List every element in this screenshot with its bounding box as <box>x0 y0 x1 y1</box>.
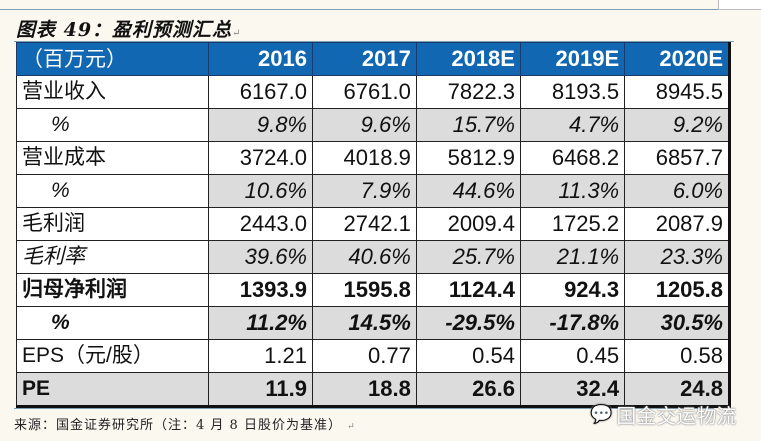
cell: 1393.9 <box>208 273 313 307</box>
header-2020e: 2020E <box>624 42 730 76</box>
cell: 0.45 <box>519 339 626 373</box>
cell: 26.6 <box>415 372 521 408</box>
cell: 9.2% <box>624 108 730 142</box>
cell: 44.6% <box>415 174 521 208</box>
cell: 30.5% <box>624 306 730 340</box>
cell: 6167.0 <box>208 75 313 109</box>
cell: 7822.3 <box>415 75 521 109</box>
table-row-pe: PE 11.9 18.8 26.6 32.4 24.8 <box>15 372 730 408</box>
cell: 1.21 <box>208 339 313 373</box>
header-2019e: 2019E <box>519 42 626 76</box>
cell: 2087.9 <box>624 207 730 241</box>
cell: 0.54 <box>415 339 521 373</box>
paragraph-mark-icon: ↵ <box>347 422 356 432</box>
figure-title: 图表 49：盈利预测汇总↵ <box>16 15 241 42</box>
cell: 11.9 <box>208 372 313 408</box>
cell: 2009.4 <box>415 207 521 241</box>
table-row-gross-margin: 毛利率 39.6% 40.6% 25.7% 21.1% 23.3% <box>15 240 730 274</box>
header-2017: 2017 <box>312 42 417 76</box>
table-row-net-profit-growth: % 11.2% 14.5% -29.5% -17.8% 30.5% <box>15 306 730 340</box>
source-note: 来源：国金证券研究所（注：4 月 8 日股价为基准） ↵ <box>14 414 356 433</box>
cell: 6857.7 <box>624 141 730 175</box>
cell: 39.6% <box>208 240 313 274</box>
cell: 21.1% <box>519 240 626 274</box>
table-row-gross-profit: 毛利润 2443.0 2742.1 2009.4 1725.2 2087.9 <box>15 207 730 241</box>
cell: 0.58 <box>624 339 730 373</box>
watermark: 💬 国金交运物流 <box>590 400 736 429</box>
cell: 8193.5 <box>519 75 626 109</box>
cell: 2443.0 <box>208 207 313 241</box>
cell: 32.4 <box>519 372 626 408</box>
cell: 4.7% <box>519 108 626 142</box>
cell: 1595.8 <box>312 273 417 307</box>
cell: 11.2% <box>208 306 313 340</box>
table-row-net-profit: 归母净利润 1393.9 1595.8 1124.4 924.3 1205.8 <box>15 273 730 307</box>
table-row-revenue-growth: % 9.8% 9.6% 15.7% 4.7% 9.2% <box>15 108 730 142</box>
cell: 924.3 <box>519 273 626 307</box>
paragraph-mark-icon: ↵ <box>232 28 242 39</box>
cell: 0.77 <box>312 339 417 373</box>
cell: 23.3% <box>624 240 730 274</box>
row-label: 营业成本 <box>15 141 210 175</box>
header-unit: （百万元） <box>15 42 210 76</box>
row-label: 归母净利润 <box>15 273 210 307</box>
top-rule <box>0 9 720 10</box>
cell: 15.7% <box>415 108 521 142</box>
row-label: 毛利润 <box>15 207 210 241</box>
cell: 40.6% <box>312 240 417 274</box>
cell: 1124.4 <box>415 273 521 307</box>
profit-forecast-table: （百万元） 2016 2017 2018E 2019E 2020E 营业收入 6… <box>15 42 731 408</box>
cell: 18.8 <box>312 372 417 408</box>
cell: 6.0% <box>624 174 730 208</box>
cell: -29.5% <box>415 306 521 340</box>
footer-rule <box>14 408 714 409</box>
row-label: 营业收入 <box>15 75 210 109</box>
row-label: 毛利率 <box>15 240 210 274</box>
row-label: PE <box>15 372 210 408</box>
table-header-row: （百万元） 2016 2017 2018E 2019E 2020E <box>15 42 730 76</box>
cell: 10.6% <box>208 174 313 208</box>
cell: 5812.9 <box>415 141 521 175</box>
title-rule <box>14 41 734 42</box>
cell: 11.3% <box>519 174 626 208</box>
cell: 9.6% <box>312 108 417 142</box>
cell: 9.8% <box>208 108 313 142</box>
table-row-eps: EPS（元/股） 1.21 0.77 0.54 0.45 0.58 <box>15 339 730 373</box>
cell: 1725.2 <box>519 207 626 241</box>
table-row-cost: 营业成本 3724.0 4018.9 5812.9 6468.2 6857.7 <box>15 141 730 175</box>
row-label: % <box>15 108 210 142</box>
header-2016: 2016 <box>208 42 313 76</box>
cell: 3724.0 <box>208 141 313 175</box>
cell: 6761.0 <box>312 75 417 109</box>
table-row-cost-growth: % 10.6% 7.9% 44.6% 11.3% 6.0% <box>15 174 730 208</box>
top-corner-box <box>718 0 761 10</box>
cell: 7.9% <box>312 174 417 208</box>
table-row-revenue: 营业收入 6167.0 6761.0 7822.3 8193.5 8945.5 <box>15 75 730 109</box>
cell: 4018.9 <box>312 141 417 175</box>
cell: 2742.1 <box>312 207 417 241</box>
row-label: % <box>15 174 210 208</box>
header-2018e: 2018E <box>415 42 521 76</box>
row-label: % <box>15 306 210 340</box>
row-label: EPS（元/股） <box>15 339 210 373</box>
cell: 24.8 <box>624 372 730 408</box>
cell: 25.7% <box>415 240 521 274</box>
cell: 8945.5 <box>624 75 730 109</box>
wechat-icon: 💬 <box>590 404 613 425</box>
cell: 6468.2 <box>519 141 626 175</box>
figure-title-text: 图表 49：盈利预测汇总 <box>16 19 233 41</box>
source-note-text: 来源：国金证券研究所（注：4 月 8 日股价为基准） <box>14 418 342 433</box>
cell: 1205.8 <box>624 273 730 307</box>
cell: -17.8% <box>519 306 626 340</box>
watermark-text: 国金交运物流 <box>616 404 737 428</box>
cell: 14.5% <box>312 306 417 340</box>
